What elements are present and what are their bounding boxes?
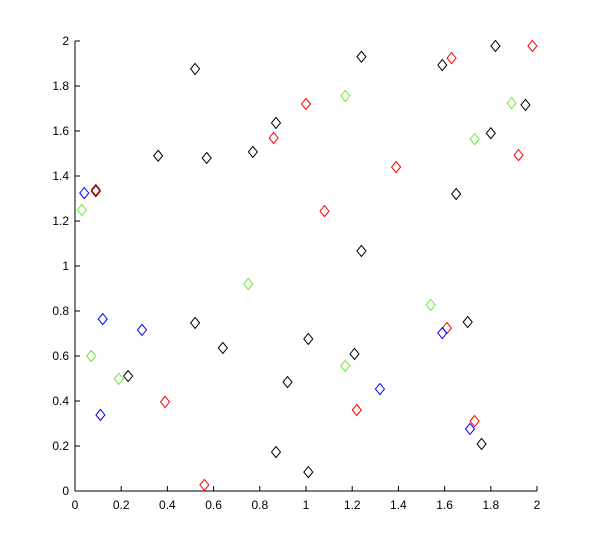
diamond-point — [340, 89, 351, 103]
diamond-point — [86, 349, 97, 363]
diamond-point — [437, 326, 448, 340]
diamond-point — [441, 321, 453, 335]
x-tick-label: 0 — [72, 498, 79, 512]
diamond-point — [520, 98, 531, 112]
x-tick-label: 1.4 — [390, 498, 407, 512]
diamond-point — [270, 445, 282, 459]
diamond-point — [303, 465, 314, 479]
diamond-point — [189, 316, 201, 330]
y-tick-label: 0.8 — [52, 304, 69, 318]
diamond-point — [268, 131, 279, 145]
x-tick-label: 1.2 — [344, 498, 361, 512]
diamond-point — [437, 58, 448, 72]
diamond-point — [451, 187, 462, 201]
diamond-point — [97, 312, 108, 326]
diamond-point — [113, 372, 125, 386]
diamond-point — [199, 478, 210, 492]
x-tick-label: 0.8 — [251, 498, 268, 512]
diamond-point — [476, 437, 487, 451]
x-tick-label: 1.8 — [482, 498, 499, 512]
x-tick-label: 0.6 — [205, 498, 222, 512]
diamond-point — [340, 359, 351, 373]
diamond-point — [446, 51, 457, 65]
y-tick-label: 1.6 — [52, 124, 69, 138]
x-tick-label: 2 — [534, 498, 541, 512]
y-tick-label: 0.2 — [52, 439, 69, 453]
x-tick-label: 1.6 — [436, 498, 453, 512]
diamond-point — [356, 50, 367, 64]
diamond-point — [527, 39, 538, 53]
diamond-point — [356, 244, 367, 258]
y-tick-label: 0.6 — [52, 349, 69, 363]
diamond-point — [300, 97, 312, 111]
y-tick-label: 1.4 — [52, 169, 69, 183]
diamond-point — [349, 347, 360, 361]
diamond-point — [90, 184, 101, 198]
diamond-point — [469, 414, 480, 428]
y-tick-label: 1 — [62, 259, 69, 273]
diamond-point — [485, 126, 496, 140]
diamond-point — [490, 39, 501, 53]
diamond-point — [90, 183, 101, 197]
diamond-point — [303, 332, 314, 346]
y-tick-label: 0.4 — [52, 394, 69, 408]
diamond-point — [462, 315, 473, 329]
x-tick-label: 0.2 — [113, 498, 130, 512]
diamond-point — [464, 422, 476, 436]
x-tick-label: 1 — [303, 498, 310, 512]
diamond-point — [425, 298, 436, 312]
diamond-point — [469, 132, 480, 146]
diamond-point — [270, 116, 282, 130]
diamond-point — [351, 403, 362, 417]
diamond-point — [390, 160, 402, 174]
diamond-point — [201, 151, 212, 165]
diamond-point — [95, 408, 106, 422]
diamond-point — [159, 395, 171, 409]
y-tick-label: 2 — [62, 34, 69, 48]
diamond-point — [153, 149, 164, 163]
diamond-point — [79, 186, 90, 200]
diamond-point — [506, 96, 517, 110]
diamond-point — [282, 375, 293, 389]
diamond-point — [217, 341, 228, 355]
diamond-point — [513, 148, 524, 162]
diamond-point — [76, 203, 88, 217]
diamond-point — [374, 382, 386, 396]
diamond-point — [247, 145, 259, 159]
x-tick-label: 0.4 — [159, 498, 176, 512]
diamond-point — [319, 204, 330, 218]
diamond-point — [122, 369, 134, 383]
diamond-point — [243, 277, 254, 291]
y-tick-label: 1.2 — [52, 214, 69, 228]
y-tick-label: 0 — [62, 484, 69, 498]
diamond-point — [189, 62, 201, 76]
diamond-point — [136, 323, 148, 337]
y-tick-label: 1.8 — [52, 79, 69, 93]
